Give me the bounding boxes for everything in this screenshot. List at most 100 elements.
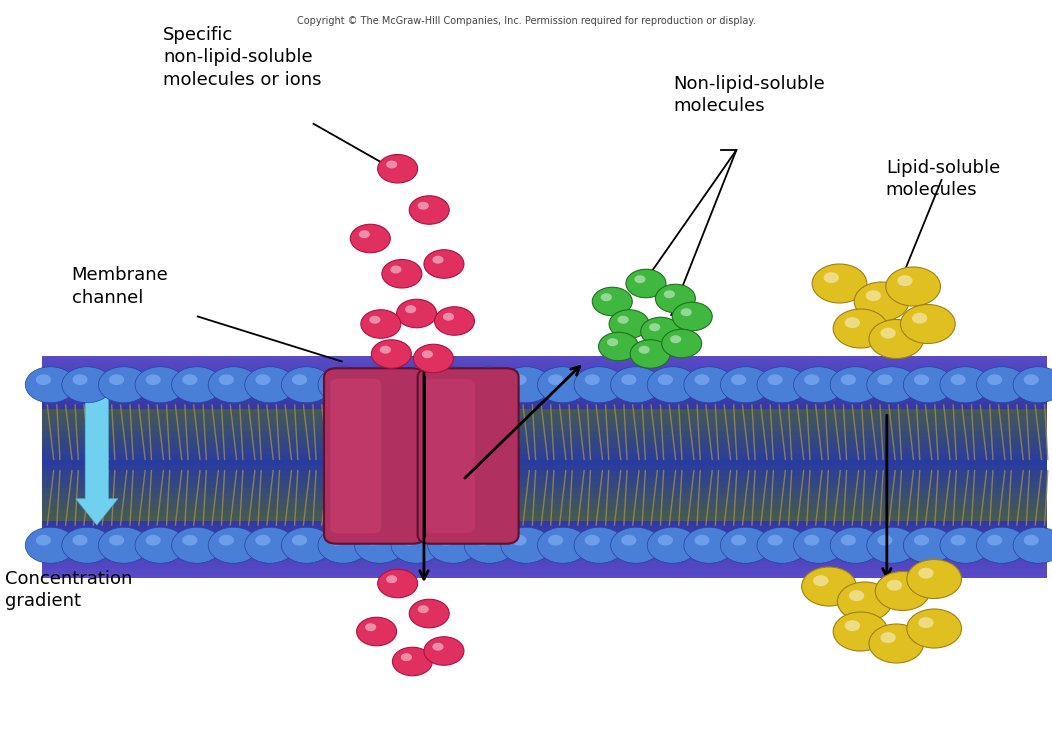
- Bar: [42, 488, 1047, 494]
- Bar: [42, 569, 1047, 571]
- Circle shape: [109, 535, 124, 545]
- Circle shape: [135, 527, 185, 563]
- FancyBboxPatch shape: [418, 368, 519, 544]
- Circle shape: [401, 653, 412, 662]
- Circle shape: [357, 617, 397, 646]
- Circle shape: [328, 374, 344, 385]
- Circle shape: [318, 527, 368, 563]
- Bar: [42, 530, 1047, 531]
- Circle shape: [658, 535, 673, 545]
- Circle shape: [639, 346, 650, 354]
- Circle shape: [841, 374, 856, 385]
- Circle shape: [833, 612, 888, 651]
- Bar: [42, 362, 1047, 363]
- Text: Non-lipid-soluble
molecules: Non-lipid-soluble molecules: [673, 75, 825, 116]
- Bar: [42, 401, 1047, 403]
- Circle shape: [918, 568, 933, 578]
- Bar: [42, 380, 1047, 382]
- Circle shape: [951, 535, 966, 545]
- Bar: [42, 410, 1047, 411]
- Bar: [42, 359, 1047, 361]
- Bar: [42, 376, 1047, 377]
- Circle shape: [208, 367, 259, 403]
- Circle shape: [382, 260, 422, 288]
- Bar: [42, 454, 1047, 459]
- Circle shape: [1024, 535, 1038, 545]
- Bar: [42, 552, 1047, 554]
- Circle shape: [474, 535, 490, 545]
- Circle shape: [145, 535, 161, 545]
- Circle shape: [684, 527, 734, 563]
- Circle shape: [386, 575, 398, 584]
- Circle shape: [647, 527, 697, 563]
- Circle shape: [907, 560, 962, 598]
- Bar: [42, 384, 1047, 386]
- Circle shape: [359, 230, 370, 238]
- Circle shape: [830, 527, 881, 563]
- Bar: [42, 536, 1047, 537]
- Circle shape: [757, 367, 808, 403]
- Bar: [42, 448, 1047, 454]
- Circle shape: [464, 367, 514, 403]
- FancyBboxPatch shape: [324, 368, 425, 544]
- Circle shape: [464, 527, 514, 563]
- Bar: [42, 382, 1047, 383]
- Circle shape: [182, 374, 198, 385]
- Circle shape: [397, 299, 437, 328]
- Bar: [42, 377, 1047, 379]
- Bar: [42, 576, 1047, 578]
- Circle shape: [182, 535, 198, 545]
- Bar: [42, 459, 1047, 465]
- Bar: [42, 528, 1047, 530]
- Circle shape: [219, 374, 234, 385]
- Bar: [42, 366, 1047, 368]
- Circle shape: [355, 367, 405, 403]
- Circle shape: [592, 287, 632, 316]
- Circle shape: [386, 160, 398, 169]
- Circle shape: [171, 527, 222, 563]
- Circle shape: [731, 535, 746, 545]
- Circle shape: [694, 374, 709, 385]
- Bar: [42, 372, 1047, 373]
- FancyArrow shape: [76, 394, 118, 525]
- Circle shape: [845, 620, 859, 631]
- Text: Copyright © The McGraw-Hill Companies, Inc. Permission required for reproduction: Copyright © The McGraw-Hill Companies, I…: [297, 16, 755, 26]
- Circle shape: [73, 374, 87, 385]
- Circle shape: [443, 313, 454, 321]
- Circle shape: [402, 535, 417, 545]
- Circle shape: [939, 367, 990, 403]
- Circle shape: [939, 527, 990, 563]
- Bar: [42, 565, 1047, 566]
- Bar: [42, 465, 1047, 471]
- Circle shape: [622, 374, 636, 385]
- Circle shape: [62, 367, 113, 403]
- Text: Membrane
channel: Membrane channel: [72, 266, 168, 307]
- Circle shape: [36, 374, 50, 385]
- Circle shape: [219, 535, 234, 545]
- Bar: [42, 386, 1047, 387]
- Circle shape: [474, 374, 490, 385]
- Circle shape: [73, 535, 87, 545]
- Bar: [42, 527, 1047, 528]
- Circle shape: [432, 643, 444, 651]
- Bar: [42, 537, 1047, 538]
- Circle shape: [378, 569, 418, 598]
- Bar: [42, 523, 1047, 524]
- Bar: [42, 499, 1047, 504]
- Bar: [42, 406, 1047, 408]
- Bar: [42, 521, 1047, 523]
- Bar: [42, 388, 1047, 390]
- Bar: [42, 516, 1047, 521]
- Circle shape: [378, 154, 418, 183]
- Circle shape: [757, 527, 808, 563]
- Circle shape: [887, 580, 902, 590]
- Bar: [42, 558, 1047, 560]
- Bar: [42, 549, 1047, 550]
- Circle shape: [912, 313, 927, 323]
- Bar: [42, 562, 1047, 563]
- Circle shape: [511, 535, 527, 545]
- Circle shape: [422, 350, 433, 358]
- Bar: [42, 436, 1047, 442]
- Circle shape: [914, 374, 929, 385]
- Circle shape: [25, 527, 76, 563]
